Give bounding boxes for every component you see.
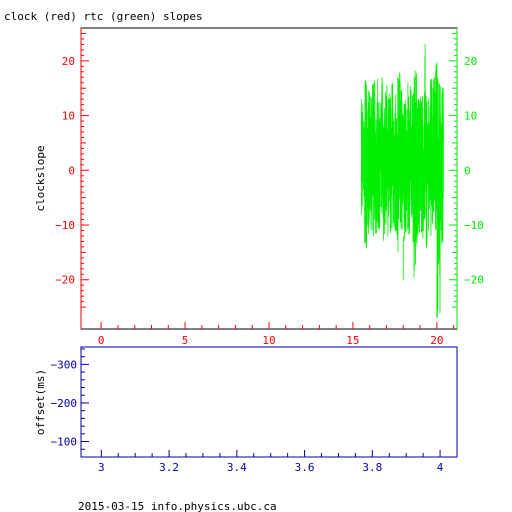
offset-x-tick-label: 3.8	[362, 461, 382, 474]
footer-text: 2015-03-15 info.physics.ubc.ca	[78, 500, 277, 512]
slopes-plot: 0 5 10 15 20 −20 −20 −10 −10 0 0 10 10 20 20 clockslope	[34, 27, 484, 347]
x-tick-label: 0	[98, 334, 105, 347]
x-tick-label: 15	[346, 334, 359, 347]
offset-x-tick-label: 4	[437, 461, 444, 474]
y-tick-label-left: −20	[55, 274, 75, 287]
y-tick-label-right: 20	[464, 55, 477, 68]
y-axis-label: clockslope	[34, 145, 47, 211]
offset-x-tick-label: 3.4	[227, 461, 247, 474]
y-tick-label-right: −10	[464, 219, 484, 232]
offset-x-tick-label: 3.2	[159, 461, 179, 474]
y-tick-label-left: 20	[62, 55, 75, 68]
y-tick-label-left: 10	[62, 110, 75, 123]
offset-y-tick-label: −300	[51, 358, 78, 371]
offset-x-tick-label: 3.6	[295, 461, 315, 474]
series-rtc-line	[360, 44, 444, 319]
y-tick-label-left: 0	[68, 164, 75, 177]
offset-x-tick-label: 3	[98, 461, 105, 474]
chart-title: clock (red) rtc (green) slopes	[4, 10, 203, 23]
x-tick-label: 10	[262, 334, 275, 347]
x-tick-label: 20	[430, 334, 443, 347]
y-tick-label-right: 10	[464, 110, 477, 123]
offset-y-axis-label: offset(ms)	[34, 369, 47, 435]
y-tick-label-right: 0	[464, 164, 471, 177]
y-tick-label-right: −20	[464, 274, 484, 287]
offset-plot: 3 3.2 3.4 3.6 3.8 4 −300 −200 −100 offset(ms)	[34, 346, 458, 474]
offset-y-tick-label: −200	[51, 397, 78, 410]
x-tick-label: 5	[182, 334, 189, 347]
offset-y-tick-label: −100	[51, 436, 78, 449]
offset-plot-frame	[80, 346, 458, 458]
y-tick-label-left: −10	[55, 219, 75, 232]
